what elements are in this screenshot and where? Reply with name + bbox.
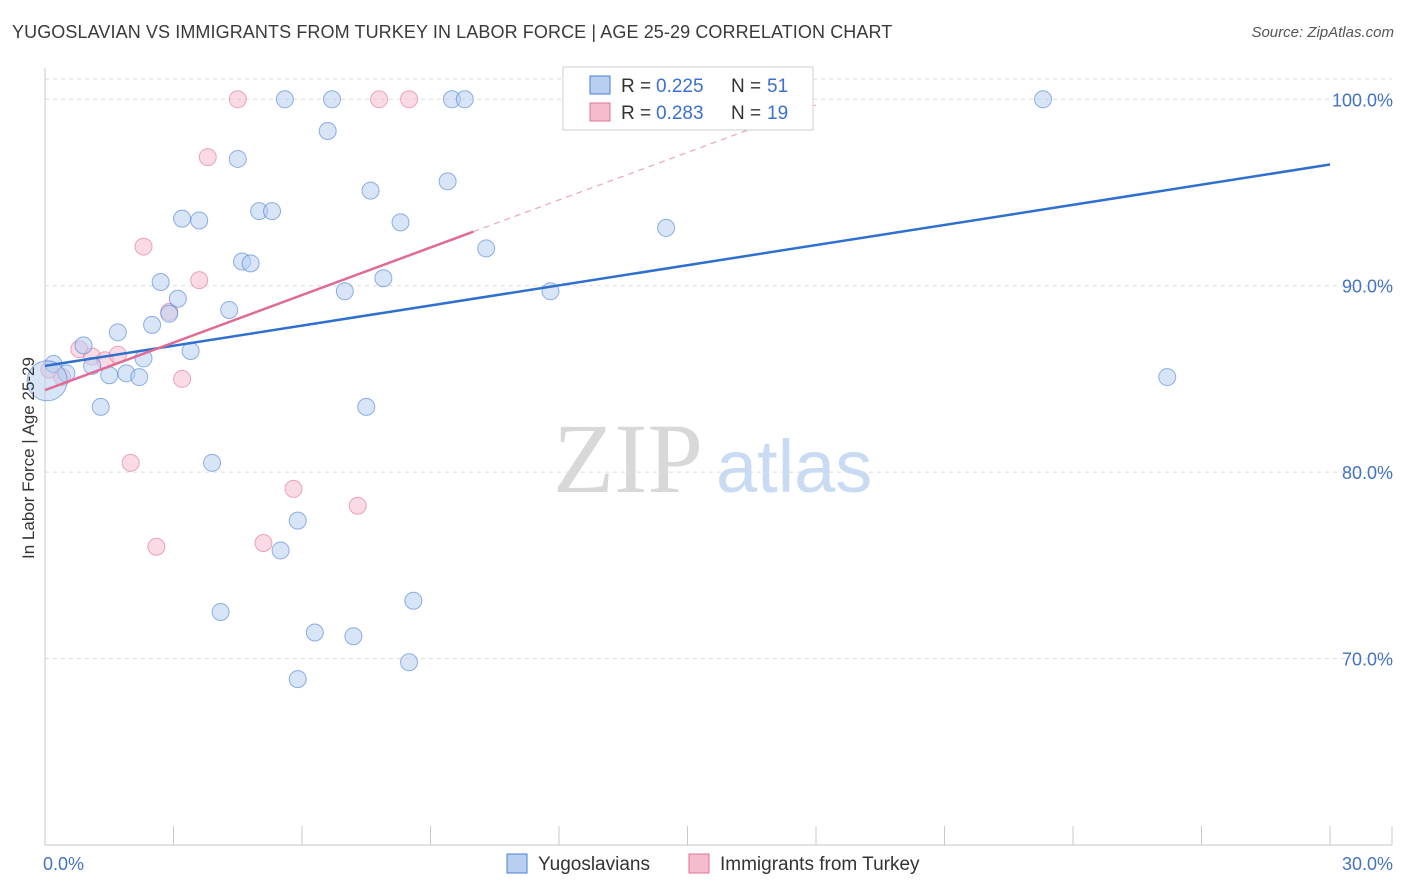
y-tick-label: 100.0% (1332, 90, 1393, 110)
data-point-yugoslavian (404, 591, 423, 610)
data-point-yugoslavian (318, 121, 337, 140)
data-point-yugoslavian (438, 172, 457, 191)
data-point-yugoslavian (74, 336, 93, 355)
data-point-yugoslavian (288, 670, 307, 689)
chart-title: YUGOSLAVIAN VS IMMIGRANTS FROM TURKEY IN… (12, 22, 893, 42)
series-yugoslavians (26, 90, 1177, 689)
watermark: ZIP atlas (553, 403, 872, 514)
data-point-yugoslavian (108, 323, 127, 342)
data-point-yugoslavian (190, 211, 209, 230)
legend-box: R = 0.225 N = 51 R = 0.283 N = 19 (562, 66, 814, 131)
data-point-yugoslavian (335, 282, 354, 301)
legend-n-label-2: N = (731, 103, 761, 124)
watermark-zip: ZIP (553, 403, 703, 514)
x-tick-label-end: 30.0% (1342, 854, 1393, 874)
data-point-turkey (198, 148, 217, 167)
legend-swatch-blue (589, 75, 611, 95)
legend-swatch-pink (589, 102, 611, 122)
y-tick-label: 80.0% (1342, 463, 1393, 483)
data-point-yugoslavian (143, 315, 162, 334)
data-point-turkey (370, 90, 389, 109)
data-point-yugoslavian (305, 623, 324, 642)
legend-n-value-1: 51 (767, 76, 788, 97)
data-point-turkey (121, 453, 140, 472)
data-point-yugoslavian (228, 149, 247, 168)
data-point-yugoslavian (173, 209, 192, 228)
data-point-yugoslavian (1158, 368, 1177, 387)
data-point-yugoslavian (151, 272, 170, 291)
data-point-yugoslavian (91, 397, 110, 416)
data-point-yugoslavian (322, 90, 341, 109)
data-point-yugoslavian (657, 218, 676, 237)
data-point-yugoslavian (1034, 90, 1053, 109)
x-tick-label-start: 0.0% (43, 854, 84, 874)
data-point-yugoslavian (391, 213, 410, 232)
bottom-legend-swatch-pink (688, 853, 710, 874)
data-point-yugoslavian (203, 453, 222, 472)
bottom-legend-label-2: Immigrants from Turkey (720, 854, 920, 875)
data-point-turkey (348, 496, 367, 515)
data-point-yugoslavian (455, 90, 474, 109)
data-point-yugoslavian (288, 511, 307, 530)
data-point-yugoslavian (263, 202, 282, 221)
legend-r-label-2: R = (621, 103, 651, 124)
y-axis-label: In Labor Force | Age 25-29 (19, 357, 38, 559)
data-point-turkey (228, 90, 247, 109)
data-point-turkey (134, 237, 153, 256)
trend-line-turkey (44, 230, 474, 392)
data-point-turkey (173, 369, 192, 388)
bottom-legend: Yugoslavians Immigrants from Turkey (506, 853, 920, 875)
data-point-yugoslavian (344, 627, 363, 646)
legend-n-label-1: N = (731, 76, 761, 97)
legend-r-value-1: 0.225 (656, 76, 704, 97)
data-point-turkey (400, 90, 419, 109)
data-point-yugoslavian (160, 304, 179, 323)
trend-line-turkey-extension (473, 104, 817, 233)
bottom-legend-swatch-blue (506, 853, 528, 874)
data-point-yugoslavian (241, 254, 260, 273)
data-point-yugoslavian (220, 300, 239, 319)
bottom-legend-label-1: Yugoslavians (538, 854, 650, 875)
gridlines (45, 78, 1392, 660)
watermark-atlas: atlas (716, 425, 872, 508)
data-point-yugoslavian (130, 368, 149, 387)
legend-n-value-2: 19 (767, 103, 788, 124)
data-point-turkey (147, 537, 166, 556)
trend-line-yugoslavians (44, 163, 1331, 368)
data-point-yugoslavian (357, 397, 376, 416)
data-point-turkey (254, 533, 273, 552)
legend-r-label-1: R = (621, 76, 651, 97)
source-label: Source: ZipAtlas.com (1251, 24, 1394, 41)
data-point-yugoslavian (477, 239, 496, 258)
data-point-yugoslavian (271, 541, 290, 560)
data-point-yugoslavian (168, 289, 187, 308)
axes (44, 68, 1393, 846)
data-point-yugoslavian (211, 602, 230, 621)
y-tick-label: 70.0% (1342, 650, 1393, 670)
y-tick-label: 90.0% (1342, 277, 1393, 297)
data-point-turkey (284, 479, 303, 498)
data-point-yugoslavian (374, 269, 393, 288)
trend-lines (44, 104, 1331, 392)
data-point-turkey (190, 271, 209, 290)
tick-labels: 70.0% 80.0% 90.0% 100.0% 0.0% 30.0% (43, 90, 1393, 874)
legend-r-value-2: 0.283 (656, 103, 704, 124)
data-point-yugoslavian (275, 90, 294, 109)
data-point-yugoslavian (400, 653, 419, 672)
data-point-yugoslavian (361, 181, 380, 200)
